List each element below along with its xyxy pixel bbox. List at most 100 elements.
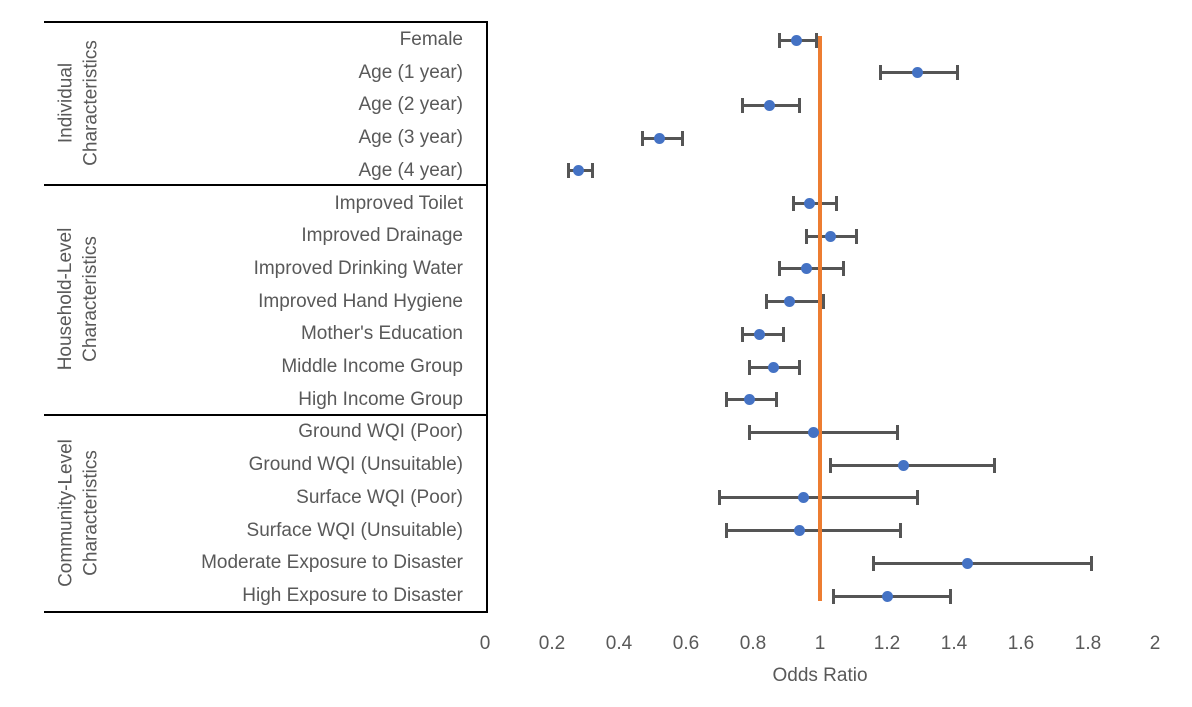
row-label: Improved Drinking Water: [253, 257, 463, 279]
error-bar: [873, 561, 1092, 565]
x-tick-label: 1.4: [940, 633, 968, 654]
table-divider-household-community: [44, 414, 488, 416]
point-marker: [911, 67, 923, 79]
x-tick-label: 1: [814, 633, 826, 654]
group-label: Community-Level Characteristics: [53, 414, 103, 611]
error-bar-cap-left: [741, 326, 745, 342]
group-label-line1: Household-Level: [55, 227, 76, 371]
error-bar-cap-left: [764, 294, 768, 310]
x-tick-label: 2: [1149, 633, 1161, 654]
error-bar: [726, 529, 901, 533]
point-marker: [784, 296, 796, 308]
row-label: High Exposure to Disaster: [242, 585, 463, 606]
row-label: Age (3 year): [358, 127, 463, 149]
row-label: Age (2 year): [358, 94, 463, 116]
group-label-line2: Characteristics: [80, 449, 101, 576]
point-marker: [573, 165, 585, 177]
error-bar-cap-right: [681, 130, 685, 146]
error-bar-cap-left: [724, 523, 728, 539]
x-tick-label: 0.6: [672, 633, 700, 654]
error-bar-cap-left: [748, 424, 752, 440]
row-label: Moderate Exposure to Disaster: [201, 552, 463, 574]
row-label: Mother's Education: [300, 323, 463, 345]
x-axis-title: Odds Ratio: [772, 665, 868, 686]
error-bar-cap-left: [805, 228, 809, 244]
x-tick-label: 0.2: [538, 633, 566, 654]
row-label: Ground WQI (Poor): [298, 421, 463, 443]
row-label: Age (4 year): [358, 159, 463, 181]
error-bar-cap-left: [828, 457, 832, 473]
error-bar-cap-left: [724, 392, 728, 408]
error-bar-cap-right: [915, 490, 919, 506]
error-bar-cap-right: [955, 65, 959, 81]
point-marker: [794, 525, 806, 537]
error-bar-cap-left: [872, 555, 876, 571]
error-bar-cap-left: [748, 359, 752, 375]
error-bar-cap-right: [774, 392, 778, 408]
error-bar: [749, 430, 898, 434]
point-marker: [791, 34, 803, 46]
group-label-line2: Characteristics: [80, 236, 101, 362]
error-bar-cap-left: [791, 196, 795, 212]
group-label: Household-Level Characteristics: [53, 184, 103, 414]
error-bar-cap-right: [798, 97, 802, 113]
error-bar-cap-left: [640, 130, 644, 146]
row-label: Surface WQI (Unsuitable): [246, 519, 463, 541]
table-border-bottom: [44, 611, 488, 613]
error-bar-cap-left: [831, 588, 835, 604]
error-bar-cap-left: [778, 32, 782, 48]
point-marker: [807, 426, 819, 438]
point-marker: [898, 459, 910, 471]
row-label: Middle Income Group: [281, 356, 463, 378]
table-border-top: [44, 21, 488, 23]
point-marker: [653, 132, 665, 144]
table-border-right: [486, 21, 488, 613]
error-bar-cap-right: [821, 294, 825, 310]
error-bar-cap-right: [949, 588, 953, 604]
row-label: Improved Drainage: [301, 225, 463, 247]
error-bar-cap-right: [895, 424, 899, 440]
error-bar-cap-left: [778, 261, 782, 277]
reference-line: [818, 36, 822, 601]
error-bar-cap-right: [855, 228, 859, 244]
error-bar: [830, 463, 995, 467]
error-bar-cap-left: [567, 163, 571, 179]
error-bar-cap-right: [798, 359, 802, 375]
point-marker: [797, 492, 809, 504]
x-tick-label: 0: [479, 633, 491, 654]
point-marker: [801, 263, 813, 275]
error-bar-cap-right: [1089, 555, 1093, 571]
group-label-line2: Characteristics: [80, 39, 101, 166]
row-label: Age (1 year): [358, 61, 463, 83]
x-tick-label: 0.8: [739, 633, 767, 654]
error-bar-cap-left: [718, 490, 721, 506]
row-label: Improved Hand Hygiene: [258, 290, 463, 312]
error-bar-cap-right: [841, 261, 845, 277]
error-bar-cap-right: [815, 32, 819, 48]
x-tick-label: 1.8: [1074, 633, 1102, 654]
point-marker: [764, 99, 776, 111]
row-label: Improved Toilet: [334, 192, 464, 214]
x-tick-label: 1.2: [873, 633, 901, 654]
point-marker: [824, 230, 836, 242]
table-divider-individual-household: [44, 184, 488, 186]
point-marker: [744, 394, 756, 406]
point-marker: [961, 557, 973, 569]
point-marker: [754, 328, 766, 340]
error-bar-cap-left: [741, 97, 745, 113]
point-marker: [881, 590, 893, 602]
error-bar-cap-right: [781, 326, 785, 342]
group-label-line1: Community-Level: [55, 438, 76, 587]
error-bar-cap-right: [590, 163, 594, 179]
row-label: High Income Group: [298, 388, 463, 410]
error-bar-cap-right: [992, 457, 996, 473]
error-bar-cap-right: [898, 523, 902, 539]
row-label: Surface WQI (Poor): [296, 486, 463, 508]
point-marker: [804, 198, 816, 210]
x-tick-label: 0.4: [605, 633, 633, 654]
error-bar-cap-right: [835, 196, 839, 212]
group-label: Individual Characteristics: [53, 21, 103, 184]
row-label: Female: [399, 29, 463, 50]
error-bar-cap-left: [878, 65, 882, 81]
